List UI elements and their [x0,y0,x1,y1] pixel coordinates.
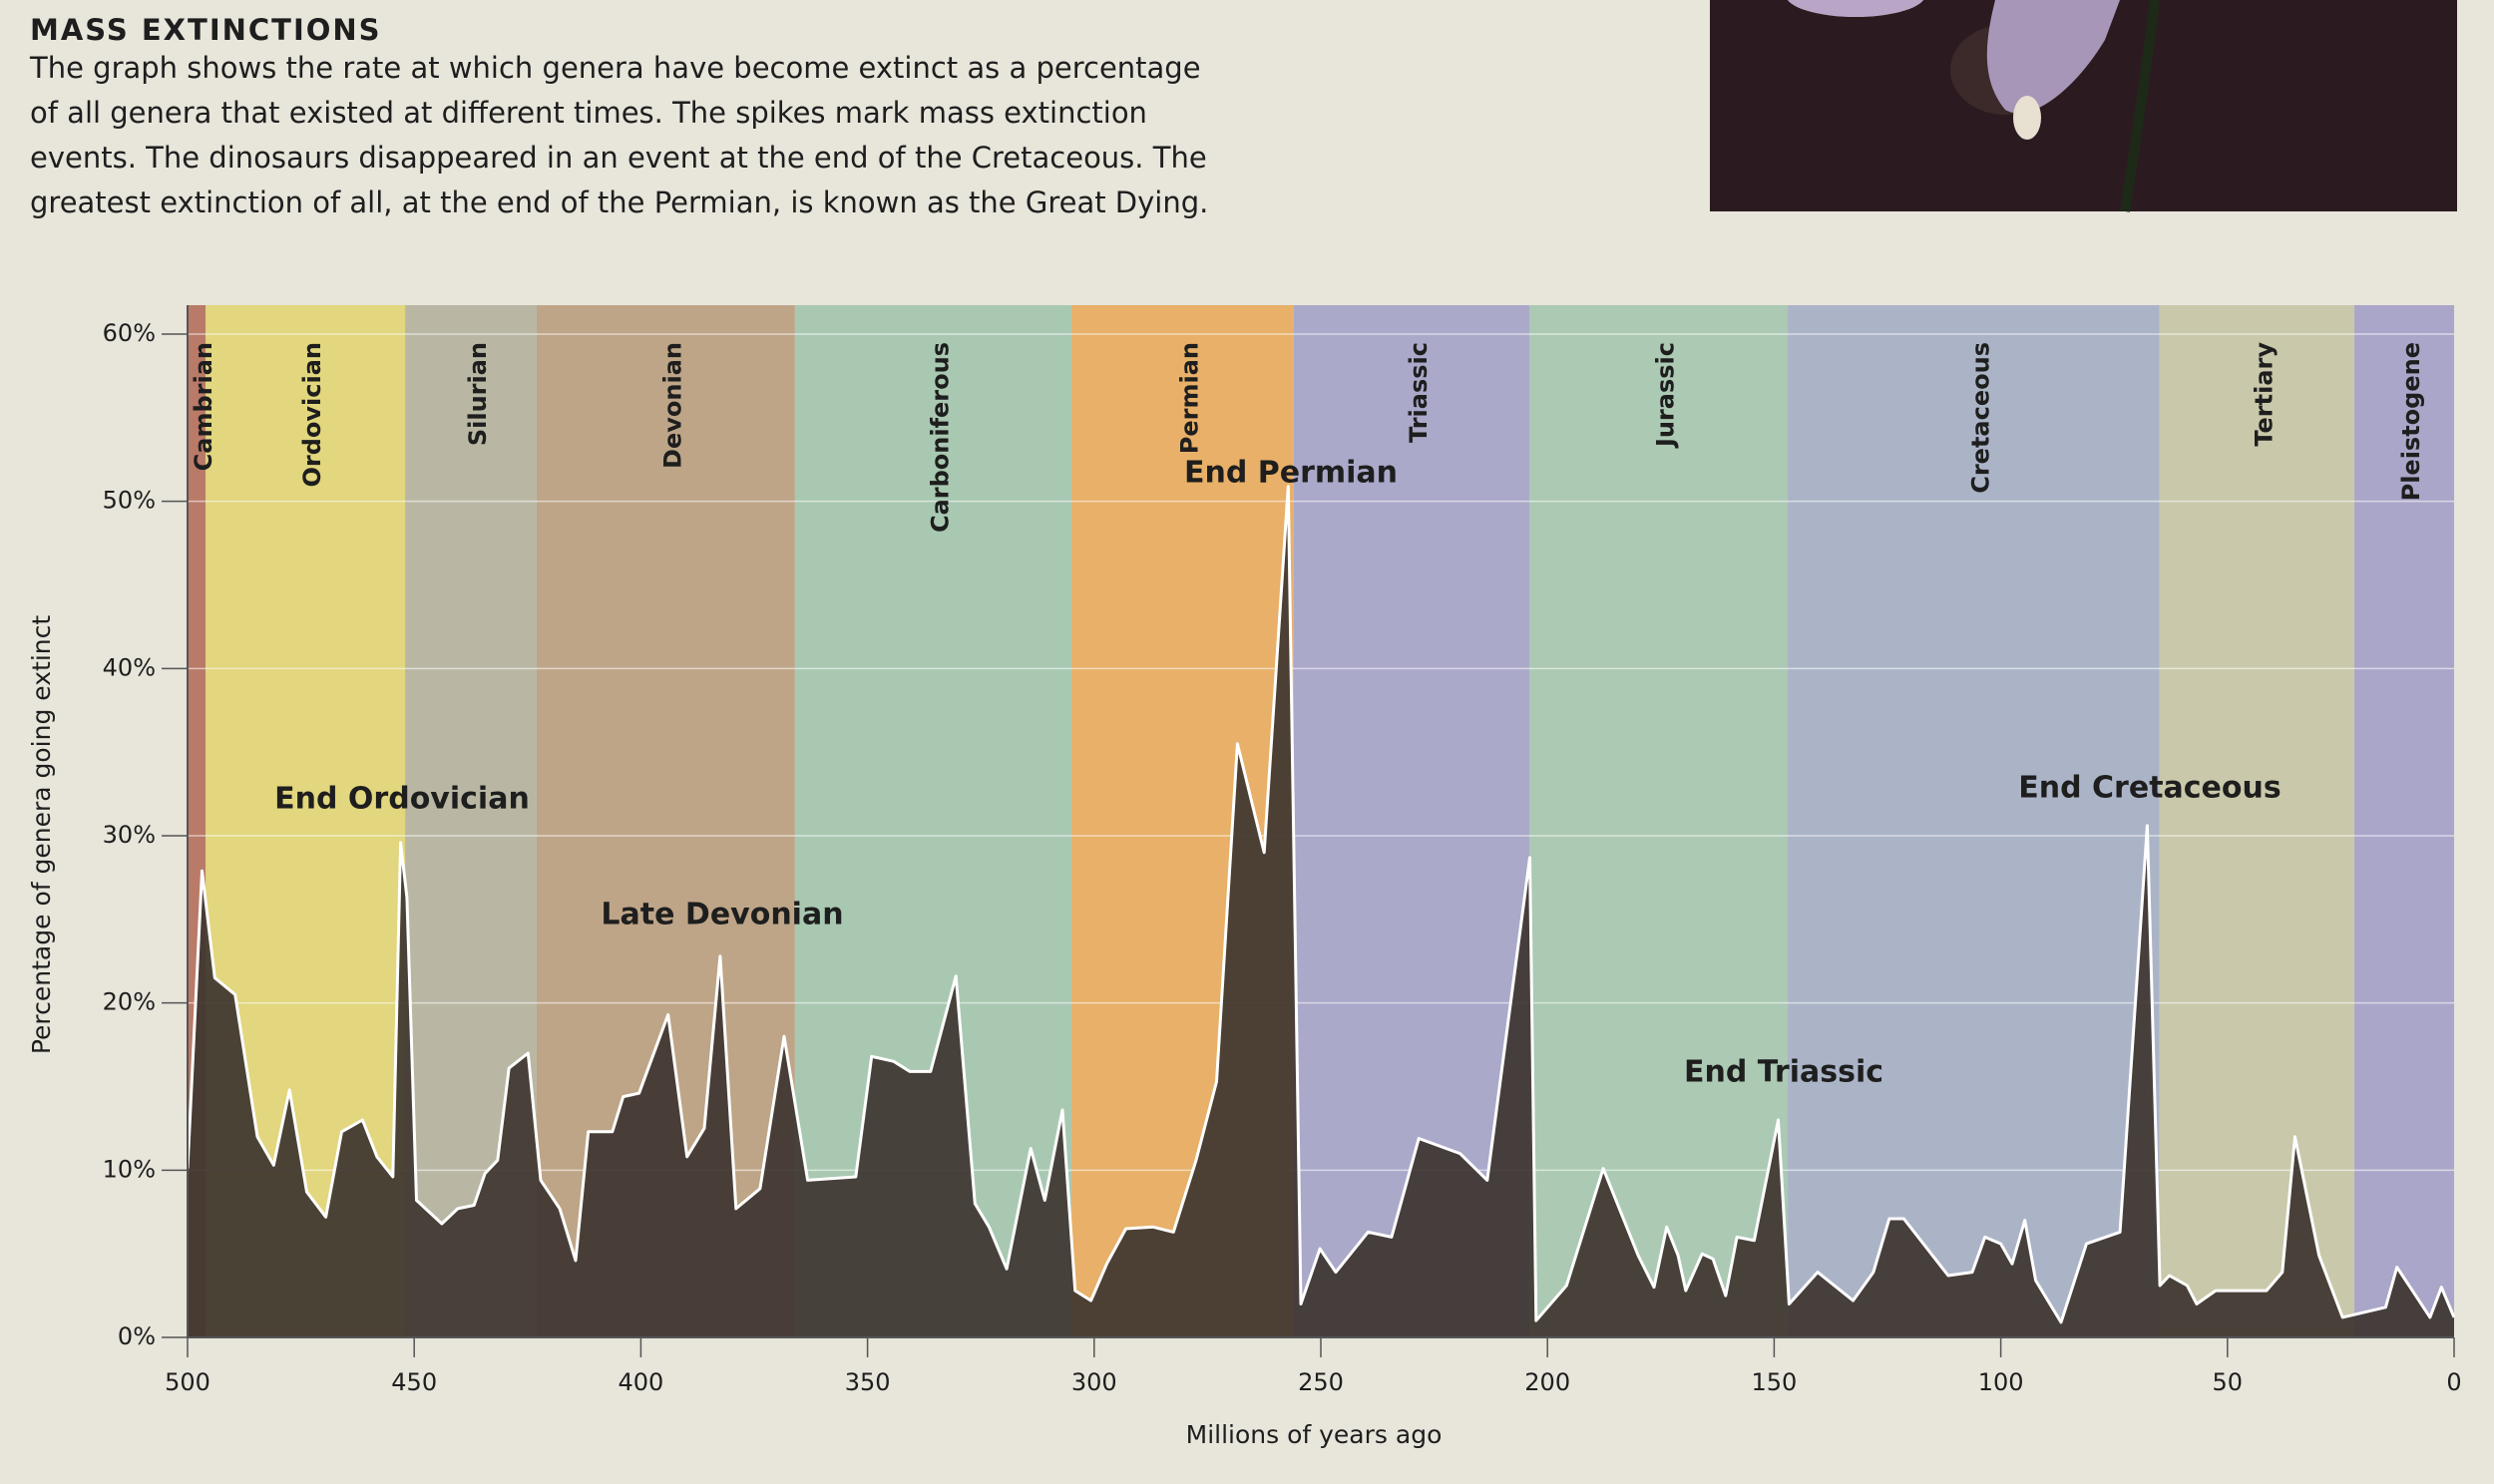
period-band [2159,305,2355,1337]
period-label: Silurian [464,342,492,446]
y-tick-label: 50% [103,487,156,515]
y-tick-label: 60% [103,319,156,347]
x-tick-label: 500 [165,1368,210,1396]
annotation: End Ordovician [274,782,530,817]
x-tick-label: 150 [1751,1368,1797,1396]
annotation: Late Devonian [601,898,843,932]
period-label: Permian [1175,342,1203,454]
description-line: greatest extinction of all, at the end o… [30,186,1208,219]
description-line: events. The dinosaurs disappeared in an … [30,141,1207,175]
period-band [1788,305,2160,1337]
y-tick-label: 10% [103,1155,156,1183]
x-tick-label: 0 [2446,1368,2461,1396]
period-label: Ordovician [298,342,326,488]
y-tick-label: 20% [103,988,156,1016]
annotation: End Triassic [1684,1055,1883,1090]
period-label: Carboniferous [926,342,954,533]
x-tick-label: 350 [845,1368,891,1396]
area-fill [188,486,2454,1338]
page-heading: MASS EXTINCTIONS [30,13,382,47]
x-tick-label: 200 [1524,1368,1570,1396]
x-tick-label: 400 [618,1368,663,1396]
period-label: Jurassic [1652,342,1680,449]
x-tick-label: 250 [1298,1368,1344,1396]
period-band [2354,305,2454,1337]
y-tick-label: 30% [103,821,156,849]
x-tick-label: 100 [1978,1368,2024,1396]
photo-petal [1986,0,2120,114]
period-label: Tertiary [2250,342,2278,447]
description: The graph shows the rate at which genera… [29,51,1208,219]
y-tick-label: 40% [103,653,156,681]
chart: 0% 10% 20% 30% 40% 50% 60% Cambrian Ordovician Si… [27,305,2462,1449]
x-axis-title: Millions of years ago [1186,1420,1443,1449]
photo-bud [2013,96,2041,140]
period-label: Pleistogene [2397,342,2425,501]
period-label: Cretaceous [1966,342,1994,494]
area-line [186,485,2456,1324]
photo [1710,0,2457,212]
period-label: Devonian [658,342,686,469]
description-line: of all genera that existed at different … [30,96,1147,130]
description-line: The graph shows the rate at which genera… [29,51,1201,85]
period-label: Cambrian [190,342,217,471]
photo-stem [2120,0,2160,212]
y-axis-title: Percentage of genera going extinct [27,615,56,1054]
y-tick-label: 0% [118,1322,156,1350]
period-band [1529,305,1789,1337]
annotation: End Permian [1184,456,1398,491]
x-tick-label: 50 [2213,1368,2244,1396]
photo-petal [1787,0,1924,17]
x-tick-label: 300 [1071,1368,1117,1396]
period-label: Triassic [1405,342,1433,443]
annotation: End Cretaceous [2018,771,2281,806]
x-tick-label: 450 [391,1368,437,1396]
